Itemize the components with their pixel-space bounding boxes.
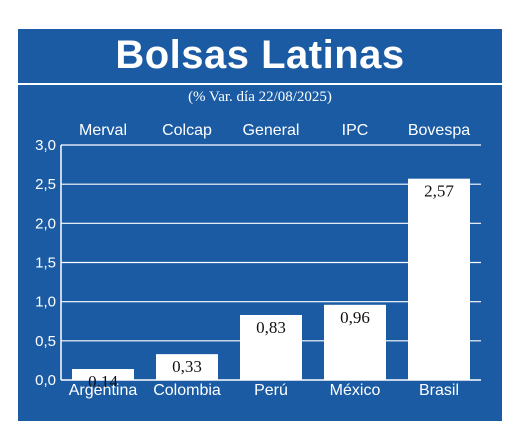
bar-chart: 0,0 0,5 1,0 1,5 2,0 2,5 3,0 0,14 Merval Argentina… (35, 122, 481, 399)
y-tick-label: 0,0 (35, 372, 56, 389)
title-bar: Bolsas Latinas (18, 29, 502, 82)
category-label: Perú (254, 382, 288, 399)
category-label: Argentina (69, 382, 138, 399)
bar-argentina (72, 369, 134, 380)
category-label: Brasil (419, 382, 459, 399)
y-tick-label: 1,5 (35, 255, 56, 272)
bar-brasil (408, 178, 470, 380)
bar-perú (240, 314, 302, 380)
y-tick-label: 3,0 (35, 137, 56, 154)
bar-colombia (156, 354, 218, 380)
value-label: 0,96 (340, 308, 370, 327)
value-label: 0,83 (256, 318, 286, 337)
index-name-label: General (243, 122, 300, 139)
index-name-label: Colcap (162, 122, 212, 139)
title-divider (18, 83, 502, 85)
chart-panel: Bolsas Latinas (% Var. día 22/08/2025) 0… (18, 29, 502, 421)
value-label: 2,57 (424, 182, 454, 201)
category-label: Colombia (153, 382, 221, 399)
y-tick-label: 1,0 (35, 294, 56, 311)
value-label: 0,14 (88, 372, 118, 391)
chart-subtitle: (% Var. día 22/08/2025) (188, 89, 332, 105)
y-tick-label: 2,5 (35, 176, 56, 193)
chart-title: Bolsas Latinas (115, 33, 405, 77)
bar-méxico (324, 304, 386, 380)
value-label: 0,33 (172, 357, 202, 376)
category-label: México (330, 382, 381, 399)
index-name-label: Merval (79, 122, 127, 139)
y-tick-label: 2,0 (35, 215, 56, 232)
index-name-label: Bovespa (408, 122, 470, 139)
y-tick-label: 0,5 (35, 333, 56, 350)
index-name-label: IPC (342, 122, 369, 139)
